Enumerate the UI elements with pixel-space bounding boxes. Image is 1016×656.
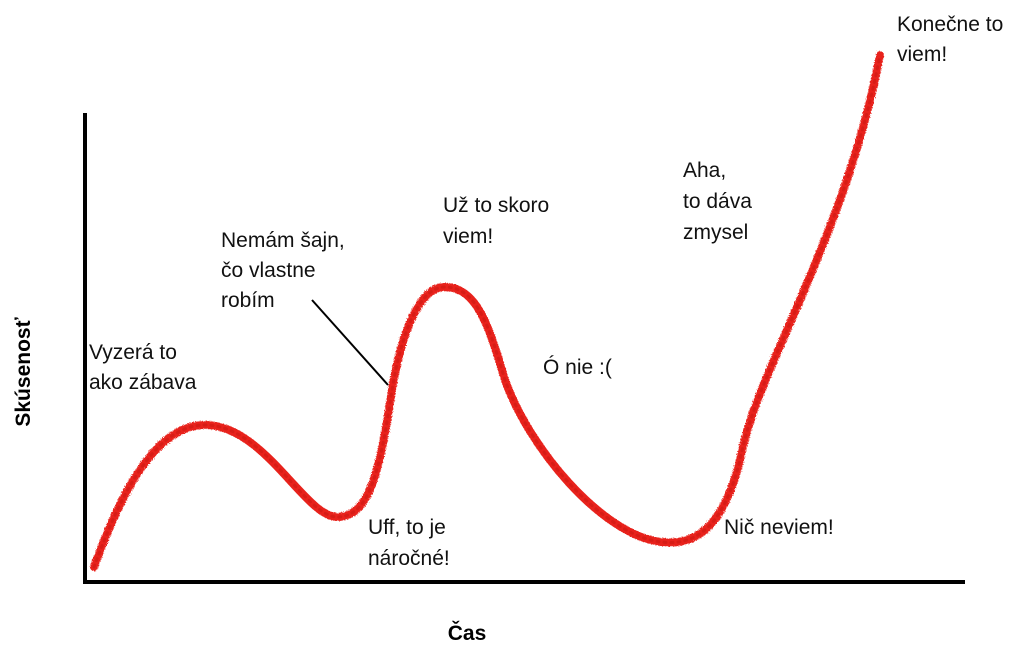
learning-curve-texture bbox=[92, 53, 882, 569]
x-axis-title: Čas bbox=[448, 621, 487, 645]
y-axis-title: Skúsenosť bbox=[12, 316, 35, 426]
annotation-know-nothing: Nič neviem! bbox=[724, 516, 834, 539]
annotation-oh-no: Ó nie :( bbox=[543, 356, 612, 379]
annotation-pointer-line bbox=[311, 299, 389, 386]
annotation-almost: Už to skoro viem! bbox=[443, 194, 555, 248]
annotation-finally: Konečne to viem! bbox=[897, 13, 1009, 66]
annotation-fun: Vyzerá to ako zábava bbox=[89, 341, 197, 394]
annotation-makes-sense: Aha, to dáva zmysel bbox=[683, 159, 758, 244]
annotation-clueless: Nemám šajn, čo vlastne robím bbox=[221, 229, 351, 312]
learning-curve bbox=[90, 51, 884, 571]
annotation-hard: Uff, to je náročné! bbox=[368, 516, 452, 570]
